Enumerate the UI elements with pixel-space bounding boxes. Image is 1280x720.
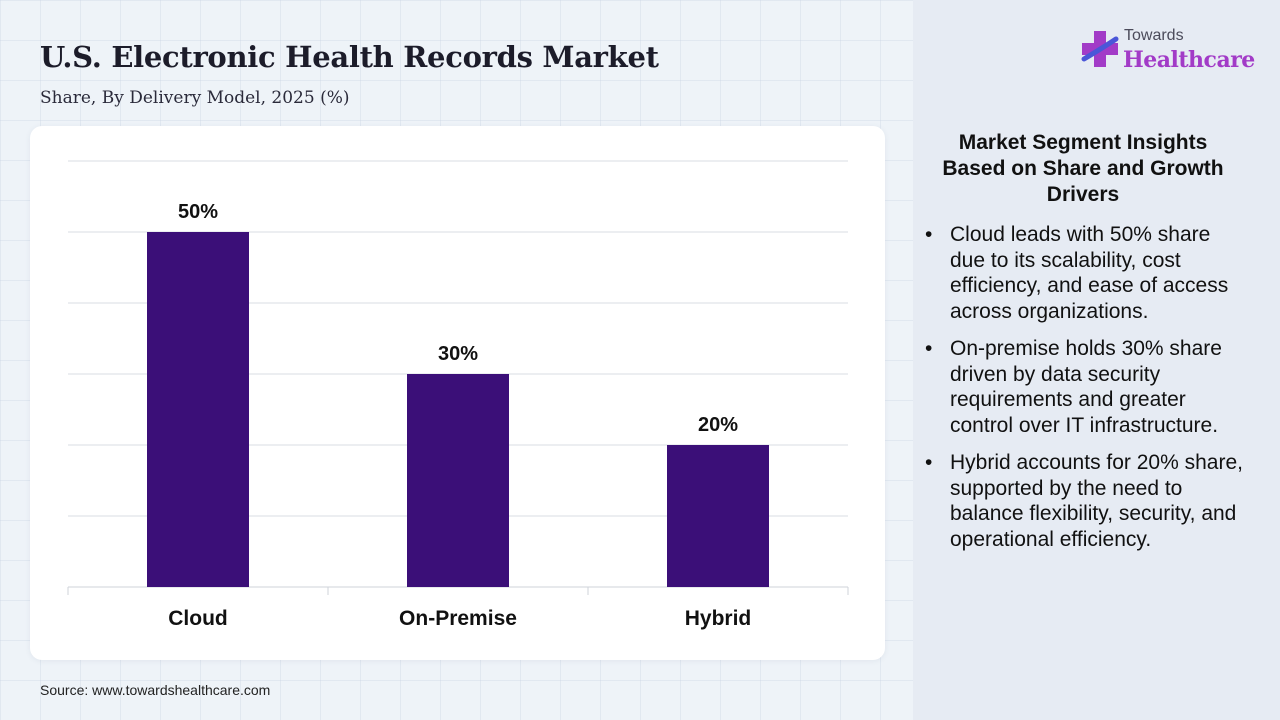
insight-item-on-premise: On-premise holds 30% share driven by dat… <box>920 336 1250 438</box>
bar-hybrid <box>667 445 769 587</box>
medical-cross-icon <box>1081 31 1119 67</box>
chart-subtitle: Share, By Delivery Model, 2025 (%) <box>40 88 350 108</box>
data-label: 20% <box>698 414 738 436</box>
towards-healthcare-logo: Towards Healthcare <box>1080 27 1260 79</box>
insights-title: Market Segment Insights Based on Share a… <box>942 131 1224 206</box>
x-tick-label: On-Premise <box>399 607 517 630</box>
bar-chart: 50% Cloud 30% On-Premise 20% Hybrid <box>67 160 849 630</box>
x-tick-label: Cloud <box>168 607 227 630</box>
logo-top-text: Towards <box>1124 27 1184 44</box>
insights-list: Cloud leads with 50% share due to its sc… <box>920 222 1250 564</box>
data-label: 30% <box>438 343 478 365</box>
logo-main-text: Healthcare <box>1123 47 1255 73</box>
insight-item-cloud: Cloud leads with 50% share due to its sc… <box>920 222 1250 324</box>
bar-cloud <box>147 232 249 587</box>
bar-on-premise <box>407 374 509 587</box>
chart-title: U.S. Electronic Health Records Market <box>40 40 659 74</box>
x-tick-label: Hybrid <box>685 607 752 630</box>
data-label: 50% <box>178 201 218 223</box>
source-note: Source: www.towardshealthcare.com <box>40 682 271 698</box>
insight-item-hybrid: Hybrid accounts for 20% share, supported… <box>920 450 1250 552</box>
chart-card: 50% Cloud 30% On-Premise 20% Hybrid <box>30 126 885 660</box>
